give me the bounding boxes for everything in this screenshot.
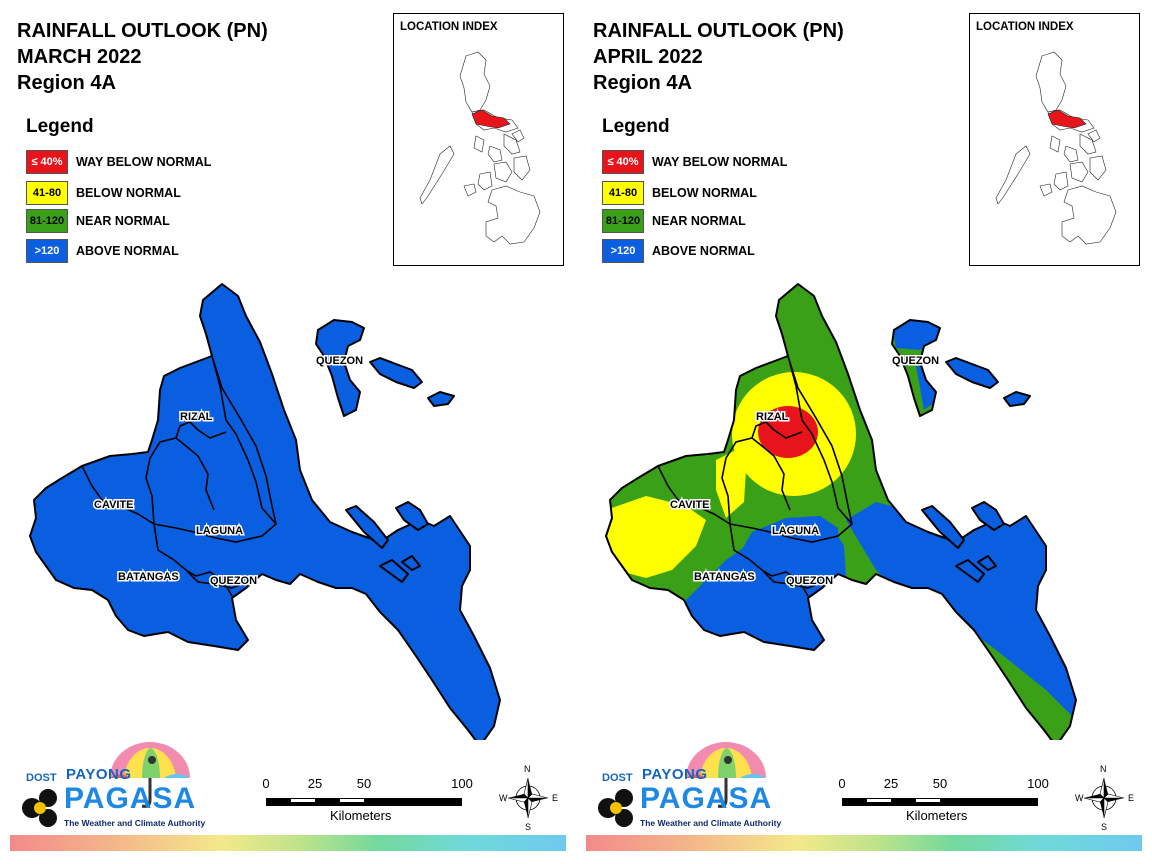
compass-n: N: [1100, 764, 1107, 774]
philippines-index-map: [995, 51, 1117, 245]
province-label-quezon-south: QUEZON: [210, 575, 257, 587]
compass-rose: N S E W: [1073, 764, 1135, 832]
location-index-box: LOCATION INDEX: [969, 13, 1140, 266]
legend-swatch: 81-120: [26, 209, 68, 233]
scale-tick-0: 0: [838, 776, 846, 791]
scale-tick-0: 0: [262, 776, 270, 791]
region-4a-highlight: [1047, 109, 1087, 129]
scale-bar: 0 25 50 100 Kilometers: [834, 776, 1054, 836]
legend-item-below-normal: 41-80 BELOW NORMAL: [26, 181, 181, 205]
compass-e: E: [1128, 793, 1135, 803]
outlook-panel-april: RAINFALL OUTLOOK (PN) APRIL 2022 Region …: [576, 0, 1152, 864]
legend-label: NEAR NORMAL: [76, 214, 170, 228]
scale-tick-100: 100: [1027, 776, 1049, 791]
compass-w: W: [499, 793, 508, 803]
umbrella-icon: [22, 742, 190, 827]
scale-tick-25: 25: [883, 776, 899, 791]
province-label-quezon-north: QUEZON: [316, 355, 363, 367]
legend-item-way-below-normal: ≤ 40% WAY BELOW NORMAL: [602, 150, 787, 174]
title-month: MARCH 2022: [17, 46, 142, 68]
title-region: Region 4A: [593, 72, 692, 94]
scale-bar: 0 25 50 100 Kilometers: [258, 776, 478, 836]
region-4a-highlight: [471, 109, 511, 129]
compass-n: N: [524, 764, 531, 774]
title-line-1: RAINFALL OUTLOOK (PN): [593, 20, 844, 42]
province-label-laguna: LAGUNA: [196, 525, 243, 537]
legend-swatch: ≤ 40%: [26, 150, 68, 174]
title-line-1: RAINFALL OUTLOOK (PN): [17, 20, 268, 42]
province-label-laguna: LAGUNA: [772, 525, 819, 537]
compass-icon: [507, 777, 549, 819]
scale-tick-25: 25: [307, 776, 323, 791]
scale-bar-graphic: [266, 798, 462, 806]
legend-label: WAY BELOW NORMAL: [652, 155, 788, 169]
scale-unit: Kilometers: [906, 808, 968, 823]
legend-label: ABOVE NORMAL: [76, 244, 179, 258]
location-index-title: LOCATION INDEX: [400, 21, 498, 33]
legend-label: BELOW NORMAL: [652, 186, 757, 200]
legend-label: ABOVE NORMAL: [652, 244, 755, 258]
legend-label: WAY BELOW NORMAL: [76, 155, 212, 169]
logo-payong-text: PAYONG: [642, 766, 708, 783]
scale-tick-100: 100: [451, 776, 473, 791]
pagasa-logo: DOST PAYONG PAGASA The Weather and Clima…: [590, 738, 782, 836]
outlook-panel-march: RAINFALL OUTLOOK (PN) MARCH 2022 Region …: [10, 13, 566, 851]
region-map-march: RIZAL CAVITE LAGUNA BATANGAS QUEZON QUEZ…: [29, 283, 501, 740]
legend-item-above-normal: >120 ABOVE NORMAL: [602, 239, 755, 263]
province-label-quezon-south: QUEZON: [786, 575, 833, 587]
scale-bar-graphic: [842, 798, 1038, 806]
legend-item-below-normal: 41-80 BELOW NORMAL: [602, 181, 757, 205]
location-index-title: LOCATION INDEX: [976, 21, 1074, 33]
compass-e: E: [552, 793, 559, 803]
decorative-color-strip: [10, 835, 566, 851]
province-label-quezon-north: QUEZON: [892, 355, 939, 367]
legend-item-above-normal: >120 ABOVE NORMAL: [26, 239, 179, 263]
scale-tick-50: 50: [932, 776, 948, 791]
logo-tagline: The Weather and Climate Authority: [640, 818, 782, 828]
province-label-rizal: RIZAL: [756, 411, 789, 423]
map-title: RAINFALL OUTLOOK (PN) MARCH 2022 Region …: [17, 18, 268, 96]
legend-item-way-below-normal: ≤ 40% WAY BELOW NORMAL: [26, 150, 211, 174]
legend-swatch: ≤ 40%: [602, 150, 644, 174]
region-map-april: RIZAL CAVITE LAGUNA BATANGAS QUEZON QUEZ…: [605, 283, 1077, 740]
legend-swatch: 41-80: [26, 181, 68, 205]
scale-unit: Kilometers: [330, 808, 392, 823]
pagasa-logo: DOST PAYONG PAGASA The Weather and Clima…: [14, 738, 206, 836]
province-label-batangas: BATANGAS: [694, 571, 755, 583]
umbrella-icon: [598, 742, 766, 827]
legend-label: BELOW NORMAL: [76, 186, 181, 200]
decorative-color-strip: [586, 835, 1142, 851]
province-label-rizal: RIZAL: [180, 411, 213, 423]
logo-tagline: The Weather and Climate Authority: [64, 818, 206, 828]
compass-w: W: [1075, 793, 1084, 803]
compass-s: S: [525, 822, 532, 832]
compass-rose: N S E W: [497, 764, 559, 832]
legend-heading: Legend: [26, 116, 94, 137]
legend-swatch: >120: [26, 239, 68, 263]
logo-dost-text: DOST: [26, 772, 57, 784]
scale-tick-50: 50: [356, 776, 372, 791]
compass-icon: [1083, 777, 1125, 819]
province-label-batangas: BATANGAS: [118, 571, 179, 583]
logo-pagasa-text: PAGASA: [640, 782, 773, 815]
legend-swatch: >120: [602, 239, 644, 263]
philippines-index-map: [419, 51, 541, 245]
title-month: APRIL 2022: [593, 46, 703, 68]
compass-s: S: [1101, 822, 1108, 832]
province-label-cavite: CAVITE: [670, 499, 710, 511]
legend-item-near-normal: 81-120 NEAR NORMAL: [26, 209, 170, 233]
legend-label: NEAR NORMAL: [652, 214, 746, 228]
province-label-cavite: CAVITE: [94, 499, 134, 511]
logo-pagasa-text: PAGASA: [64, 782, 197, 815]
map-title: RAINFALL OUTLOOK (PN) APRIL 2022 Region …: [593, 18, 844, 96]
legend-heading: Legend: [602, 116, 670, 137]
legend-swatch: 81-120: [602, 209, 644, 233]
legend-item-near-normal: 81-120 NEAR NORMAL: [602, 209, 746, 233]
logo-dost-text: DOST: [602, 772, 633, 784]
location-index-box: LOCATION INDEX: [393, 13, 564, 266]
legend-swatch: 41-80: [602, 181, 644, 205]
logo-payong-text: PAYONG: [66, 766, 132, 783]
title-region: Region 4A: [17, 72, 116, 94]
